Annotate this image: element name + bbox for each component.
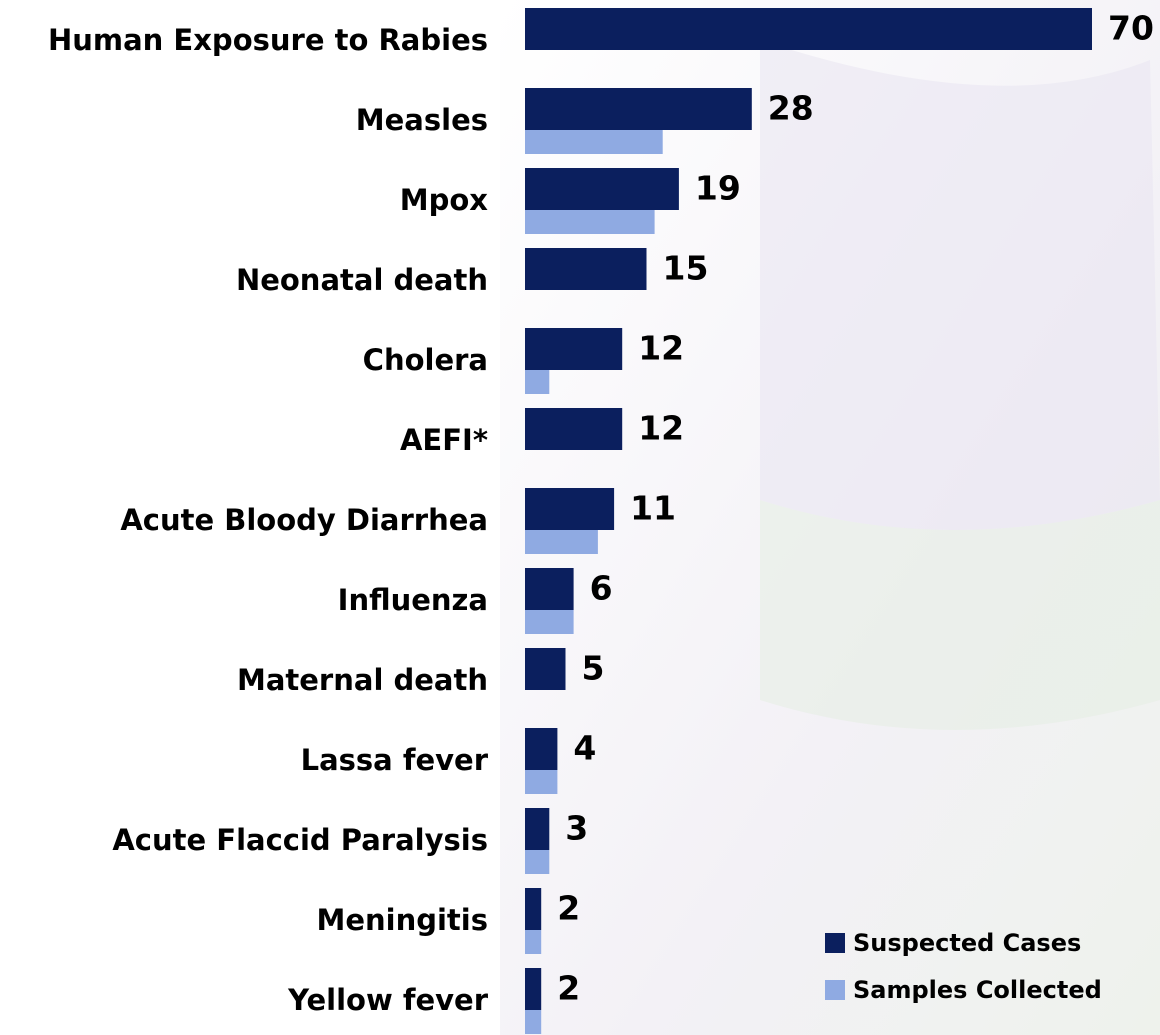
bar — [525, 728, 558, 770]
legend-label: Samples Collected — [853, 976, 1102, 1004]
category-label: Measles — [356, 103, 488, 137]
value-label: 2 — [557, 969, 580, 1008]
emblem-shape — [760, 500, 1160, 730]
bar — [525, 248, 647, 290]
legend-label: Suspected Cases — [853, 929, 1081, 957]
value-label: 11 — [630, 489, 676, 528]
value-label: 15 — [663, 249, 709, 288]
category-label: Yellow fever — [287, 983, 489, 1017]
category-label: Human Exposure to Rabies — [48, 23, 488, 57]
category-label: Neonatal death — [236, 263, 488, 297]
category-label: Cholera — [363, 343, 488, 377]
bar — [525, 610, 574, 634]
bar — [525, 8, 1092, 50]
bar — [525, 648, 566, 690]
legend-swatch — [825, 980, 845, 1000]
bar — [525, 530, 598, 554]
value-label: 19 — [695, 169, 741, 208]
bar — [525, 328, 623, 370]
value-label: 70 — [1108, 9, 1154, 48]
bar — [525, 1010, 542, 1034]
bar — [525, 968, 542, 1010]
bar — [525, 210, 655, 234]
bar — [525, 568, 574, 610]
value-label: 12 — [638, 409, 684, 448]
value-label: 12 — [638, 329, 684, 368]
bar — [525, 488, 615, 530]
legend-swatch — [825, 933, 845, 953]
category-label: Mpox — [400, 183, 489, 217]
bar — [525, 888, 542, 930]
category-label: Maternal death — [237, 663, 488, 697]
category-label: Acute Bloody Diarrhea — [120, 503, 488, 537]
category-label: Influenza — [338, 583, 488, 617]
category-label: Acute Flaccid Paralysis — [112, 823, 488, 857]
value-label: 5 — [582, 649, 605, 688]
bar — [525, 808, 550, 850]
bar — [525, 370, 550, 394]
value-label: 3 — [565, 809, 588, 848]
bar — [525, 130, 663, 154]
value-label: 6 — [590, 569, 613, 608]
category-label: Lassa fever — [301, 743, 489, 777]
value-label: 4 — [573, 729, 596, 768]
bar — [525, 408, 623, 450]
category-label: Meningitis — [316, 903, 488, 937]
emblem-shape — [760, 40, 1160, 530]
bar — [525, 770, 558, 794]
category-label: AEFI* — [400, 423, 488, 457]
value-label: 28 — [768, 89, 814, 128]
bar — [525, 88, 752, 130]
bar — [525, 168, 679, 210]
bar — [525, 930, 542, 954]
bar — [525, 850, 550, 874]
value-label: 2 — [557, 889, 580, 928]
plot: Human Exposure to Rabies 70 Measles 28 Mpox 1… — [48, 8, 1154, 1034]
